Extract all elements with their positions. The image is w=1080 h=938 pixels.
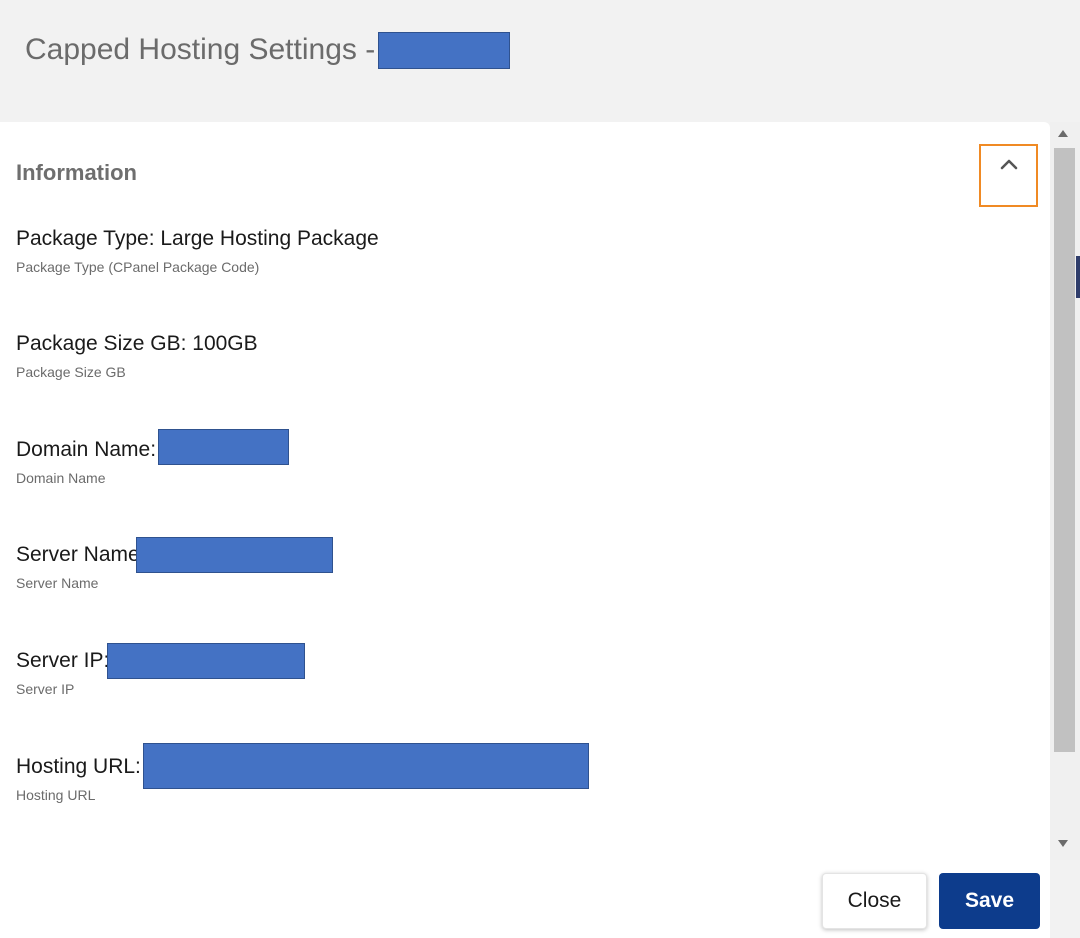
- field-server-ip: Server IP: Server IP: [16, 643, 306, 697]
- redacted-value: [107, 643, 306, 679]
- scroll-down-arrow-icon[interactable]: [1058, 840, 1068, 847]
- save-button[interactable]: Save: [939, 873, 1040, 929]
- close-button[interactable]: Close: [822, 873, 927, 929]
- dialog-title: Capped Hosting Settings -: [25, 30, 510, 70]
- chevron-up-icon: [1000, 159, 1017, 170]
- field-label: Server Name:: [16, 543, 146, 566]
- dialog-header: Capped Hosting Settings -: [0, 0, 1080, 122]
- collapse-button[interactable]: [979, 144, 1038, 207]
- field-label: Package Type:: [16, 227, 161, 250]
- field-value: 100GB: [192, 332, 258, 355]
- field-label: Domain Name:: [16, 438, 157, 461]
- field-help-text: Package Size GB: [16, 364, 126, 380]
- field-help-text: Domain Name: [16, 470, 106, 486]
- field-hosting-url: Hosting URL: Hosting URL: [16, 743, 589, 803]
- field-help-text: Hosting URL: [16, 787, 96, 803]
- field-help-text: Package Type (CPanel Package Code): [16, 259, 260, 275]
- background-edge: [1076, 256, 1080, 298]
- redacted-value: [135, 537, 333, 573]
- field-package-size: Package Size GB: 100GB Package Size GB: [16, 326, 258, 380]
- field-help-text: Server IP: [16, 681, 75, 697]
- dialog-title-text: Capped Hosting Settings -: [25, 33, 384, 66]
- redacted-block: [377, 31, 510, 69]
- settings-panel: [0, 122, 1050, 860]
- section-title: Information: [16, 160, 137, 185]
- field-label: Server IP:: [16, 649, 110, 672]
- scrollbar-thumb[interactable]: [1054, 148, 1075, 752]
- redacted-value: [142, 743, 589, 789]
- field-package-type: Package Type: Large Hosting Package Pack…: [16, 221, 379, 275]
- field-label: Package Size GB:: [16, 332, 193, 355]
- field-server-name: Server Name: Server Name: [16, 537, 333, 591]
- field-label: Hosting URL:: [16, 755, 141, 778]
- field-domain-name: Domain Name: Domain Name: [16, 429, 290, 486]
- field-help-text: Server Name: [16, 575, 99, 591]
- scroll-up-arrow-icon[interactable]: [1058, 130, 1068, 137]
- redacted-value: [158, 429, 290, 465]
- field-value: Large Hosting Package: [160, 227, 379, 250]
